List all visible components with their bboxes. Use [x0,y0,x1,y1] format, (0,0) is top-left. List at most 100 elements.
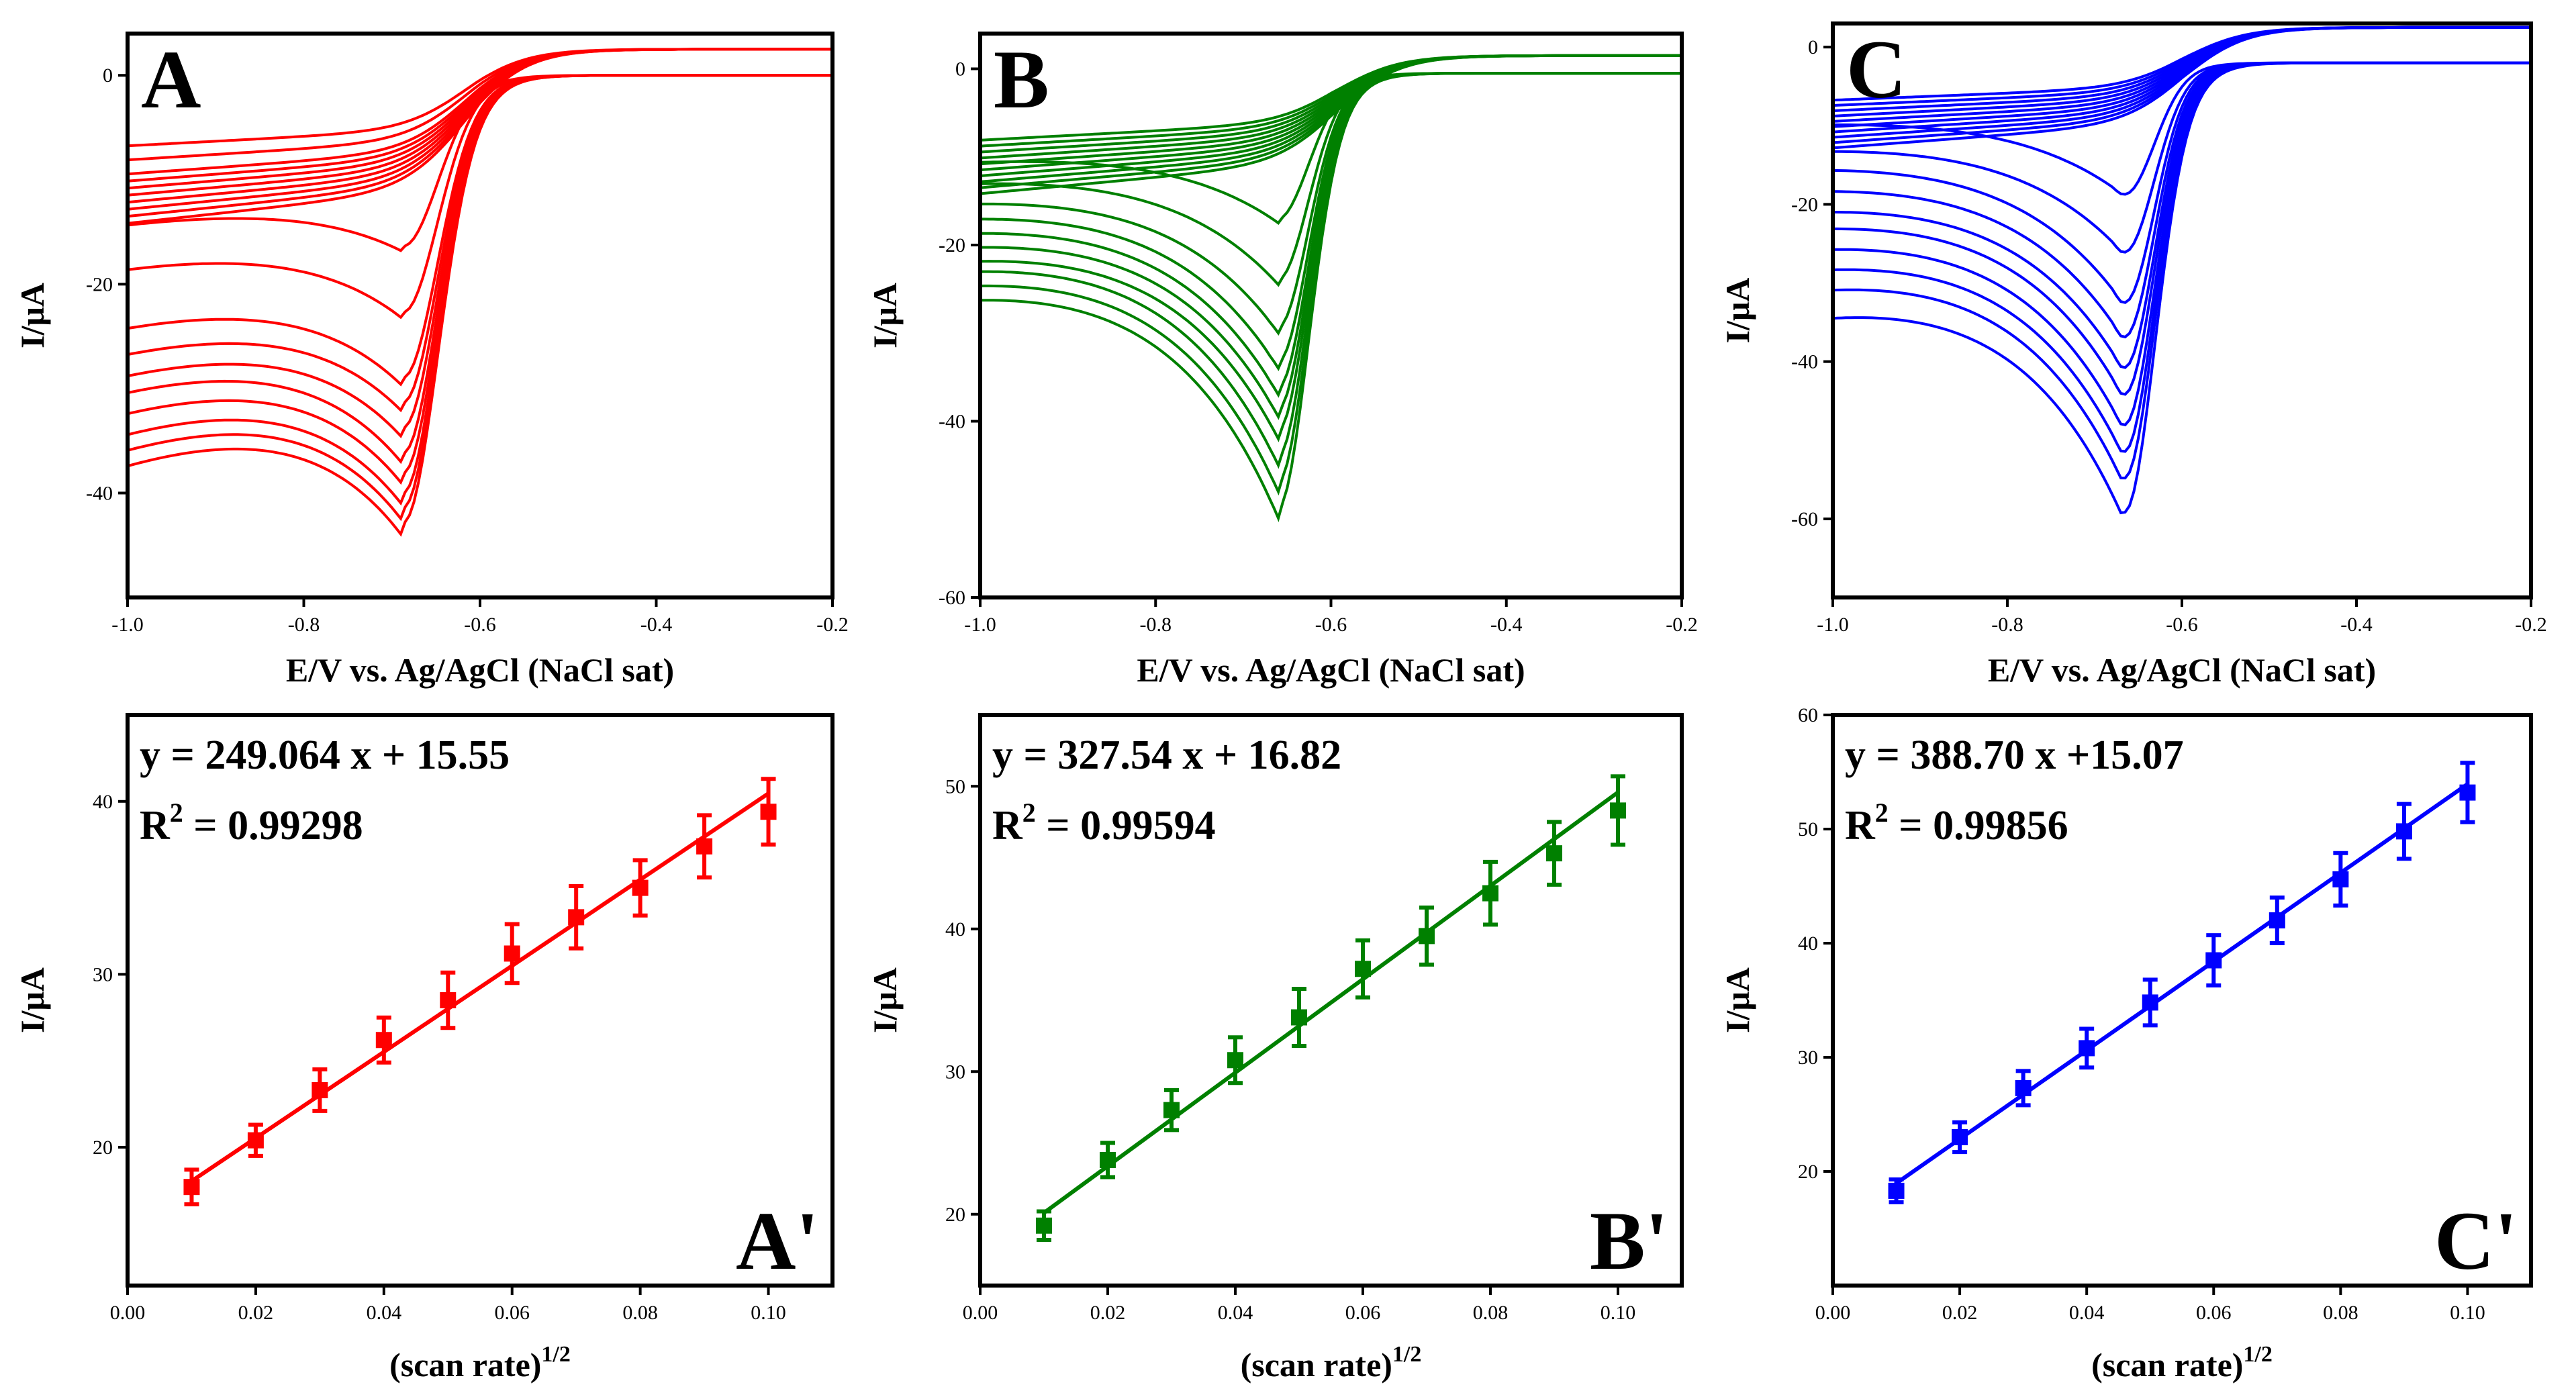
y-axis-label: I/μA [1719,967,1756,1033]
panel-a: -1.0 -0.8 -0.6 -0.4 -0.2 0 -20 -40 I/μA E/V vs. A… [13,32,849,689]
x-tick-label: 0.08 [2323,1302,2358,1324]
fit-line [1043,790,1619,1215]
y-tick-label: 0 [103,64,113,87]
data-point [1355,961,1371,977]
x-tick-label: -0.8 [1991,614,2023,636]
r2-prefix: R [1845,803,1876,849]
fit-r-squared: R2 = 0.99298 [140,798,363,849]
plot-area [1833,26,2531,515]
y-tick-label: 20 [1798,1161,1818,1183]
panel-label: C [1846,23,1907,115]
x-axis-label: (scan rate)1/2 [2091,1342,2273,1384]
cv-curve [128,48,832,438]
panel-c: -1.0 -0.8 -0.6 -0.4 -0.2 0 -20 -40 -60 I/μA E/V vs… [1719,21,2547,689]
plot-area [980,54,1682,522]
panel-b: -1.0 -0.8 -0.6 -0.4 -0.2 0 -20 -40 -60 I/μA E/V vs… [866,32,1698,689]
data-point [504,945,520,962]
data-point [760,804,777,820]
panel-label: A [141,34,201,126]
data-point [247,1132,264,1149]
x-tick-label: 0.10 [751,1302,786,1324]
plot-area [128,48,832,537]
r2-superscript: 2 [1022,798,1036,828]
x-tick-label: 0.02 [1090,1302,1126,1324]
fit-equation: y = 249.064 x + 15.55 [140,732,510,778]
x-tick-label: 0.04 [1218,1302,1253,1324]
data-point [632,879,649,896]
x-tick-label: 0.06 [1345,1302,1381,1324]
data-point [1163,1102,1180,1118]
x-tick-label: -1.0 [111,614,144,636]
x-tick-label: 0.10 [1601,1302,1636,1324]
y-tick-label: 0 [955,58,965,81]
y-axis-label: I/μA [866,967,904,1033]
plot-area [1036,774,1626,1242]
panel-label: B [994,34,1049,126]
fit-r-squared: R2 = 0.99594 [992,798,1216,849]
x-axis-label-main: (scan rate) [2091,1346,2243,1384]
data-point [1952,1129,1968,1145]
cv-curve [1833,26,2531,396]
y-tick-label: -40 [86,482,113,504]
x-tick-label: 0.02 [238,1302,274,1324]
data-point [1291,1009,1307,1026]
data-point [696,838,713,855]
data-point [1610,802,1626,819]
y-tick-label: -40 [1791,351,1818,373]
y-axis-label: I/μA [13,283,51,348]
r2-prefix: R [992,803,1023,849]
y-tick-label: 60 [1798,704,1818,726]
data-point [2332,871,2349,887]
y-axis-label: I/μA [866,283,904,348]
x-axis-label-sup: 1/2 [541,1342,570,1367]
data-point [1482,885,1498,902]
x-tick-label: -0.4 [640,614,673,636]
plot-area [183,777,777,1206]
x-tick-label: 0.06 [494,1302,530,1324]
x-tick-label: -0.4 [2340,614,2373,636]
fit-equation: y = 388.70 x +15.07 [1845,732,2184,778]
x-tick-label: 0.00 [963,1302,998,1324]
y-tick-label: 50 [1798,818,1818,840]
x-tick-label: 0.04 [2069,1302,2105,1324]
data-point [375,1032,392,1049]
x-axis-label: E/V vs. Ag/AgCl (NaCl sat) [1988,651,2376,689]
panel-bp: 0.00 0.02 0.04 0.06 0.08 0.10 20 30 40 50 I/μA (sca… [866,713,1684,1384]
cv-curve [128,48,832,537]
data-point [1036,1217,1052,1234]
x-axis-label-main: (scan rate) [1241,1346,1392,1384]
y-tick-label: 30 [1798,1047,1818,1069]
x-tick-label: -0.2 [816,614,849,636]
y-tick-label: -20 [86,273,113,295]
panel-cp: 0.00 0.02 0.04 0.06 0.08 0.10 20 30 40 50 60 I/μA (s… [1719,704,2533,1384]
x-axis-label: (scan rate)1/2 [1241,1342,1422,1384]
panel-label: B' [1590,1195,1668,1287]
panel-ap: 0.00 0.02 0.04 0.06 0.08 0.10 20 30 40 I/μA (scan … [13,713,834,1384]
r2-prefix: R [140,803,171,849]
x-tick-label: -0.6 [464,614,496,636]
r2-superscript: 2 [1875,798,1889,828]
fit-line [1895,782,2469,1186]
r2-value: = 0.99856 [1889,803,2068,849]
x-tick-label: 0.08 [622,1302,658,1324]
x-tick-label: -0.8 [1140,614,1172,636]
cv-curve [980,54,1682,336]
data-point [2395,823,2412,840]
x-tick-label: -1.0 [1817,614,1849,636]
x-tick-label: 0.08 [1473,1302,1509,1324]
x-axis-label: (scan rate)1/2 [389,1342,571,1384]
x-tick-label: -0.6 [2166,614,2198,636]
data-point [1888,1182,1905,1199]
y-tick-label: -60 [1791,508,1818,530]
data-point [312,1081,328,1098]
y-tick-label: 50 [945,775,965,798]
data-point [1419,928,1435,945]
data-point [2015,1079,2032,1096]
data-point [2142,994,2158,1011]
data-point [2459,784,2476,801]
y-tick-label: -40 [939,411,965,433]
x-tick-label: -0.2 [1666,614,1698,636]
x-axis-label: E/V vs. Ag/AgCl (NaCl sat) [286,651,674,689]
axes-frame [978,32,1684,599]
y-axis-label: I/μA [13,967,51,1033]
